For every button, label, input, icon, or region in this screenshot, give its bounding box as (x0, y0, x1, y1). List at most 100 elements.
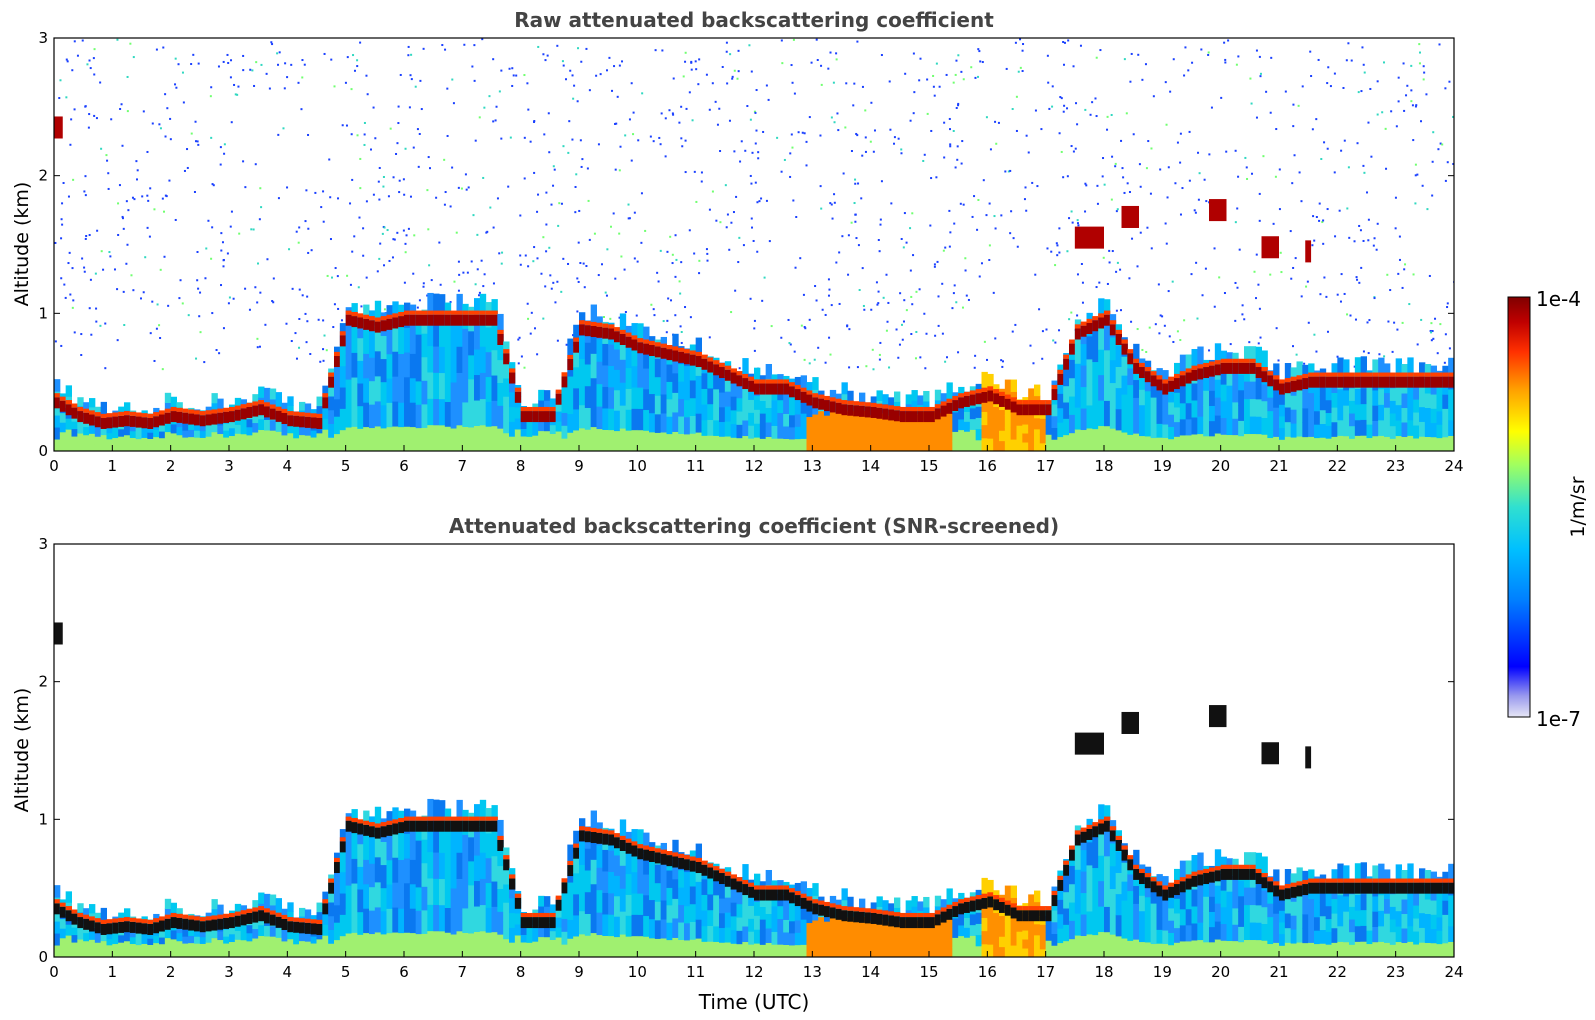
aerosol-cell (643, 409, 650, 431)
aerosol-cell (351, 377, 358, 403)
aerosol-cell (89, 433, 96, 443)
cloud-edge-cell (182, 914, 189, 919)
cloud-edge-cell (911, 912, 918, 918)
aerosol-cell (299, 442, 306, 451)
noise-speckle (1452, 115, 1454, 118)
aerosol-cell (929, 927, 936, 936)
cloud-edge-cell (958, 393, 965, 398)
aerosol-cell (713, 388, 720, 405)
aerosol-cell (602, 892, 609, 915)
aerosol-cell (818, 916, 825, 928)
cloud-base-cell (1360, 376, 1367, 388)
aerosol-cell (176, 402, 183, 411)
aerosol-cell (975, 945, 982, 957)
aerosol-cell (619, 842, 627, 866)
aerosol-cell (328, 382, 335, 397)
noise-speckle (1265, 90, 1268, 93)
noise-speckle (307, 251, 310, 254)
noise-speckle (204, 277, 207, 280)
aerosol-cell (1022, 415, 1029, 425)
aerosol-cell (1279, 415, 1286, 429)
cloud-edge-cell (538, 406, 545, 412)
aerosol-cell (503, 432, 510, 451)
aerosol-cell (345, 403, 352, 428)
cloud-edge-cell (864, 908, 872, 913)
aerosol-cell (829, 936, 837, 948)
aerosol-cell (299, 907, 306, 917)
cloud-base-cell (579, 830, 586, 842)
aerosol-cell (614, 410, 621, 432)
aerosol-cell (631, 829, 638, 851)
cloud-base-cell (1308, 376, 1315, 388)
noise-speckle (1410, 100, 1413, 103)
noise-speckle (925, 332, 928, 335)
noise-speckle (554, 301, 557, 304)
cloud-base-cell (678, 351, 685, 363)
cloud-edge-cell (1185, 368, 1192, 373)
aerosol-cell (71, 927, 78, 936)
noise-speckle (753, 110, 756, 113)
noise-speckle (1099, 49, 1102, 52)
noise-speckle (407, 227, 410, 230)
aerosol-cell (258, 892, 265, 904)
aerosol-cell (1401, 393, 1408, 409)
aerosol-cell (479, 852, 487, 879)
aerosol-cell (497, 359, 504, 383)
aerosol-cell (724, 927, 732, 943)
cloud-edge-cell (450, 816, 457, 821)
noise-speckle (749, 297, 752, 300)
noise-speckle (1236, 286, 1239, 289)
aerosol-cell (234, 903, 242, 914)
aerosol-cell (789, 426, 796, 440)
cloud-base-cell (316, 417, 323, 429)
noise-speckle (994, 120, 997, 123)
aerosol-cell (1045, 923, 1052, 933)
noise-speckle (478, 291, 481, 294)
aerosol-cell (864, 426, 872, 436)
aerosol-cell (1214, 433, 1222, 451)
cloud-edge-cell (1156, 375, 1163, 380)
noise-speckle (1203, 178, 1206, 181)
aerosol-cell (789, 932, 796, 946)
cloud-base-cell (987, 896, 994, 908)
noise-speckle (1410, 64, 1413, 67)
cloud-base-cell (229, 411, 236, 423)
cloud-base-cell (1010, 907, 1017, 919)
aerosol-cell (899, 942, 907, 951)
noise-speckle (1360, 90, 1363, 93)
aerosol-cell (730, 396, 737, 411)
cloud-base-cell (398, 822, 405, 834)
cloud-base-cell (649, 850, 656, 863)
aerosol-cell (491, 400, 498, 427)
cloud-base-cell (1004, 904, 1012, 916)
noise-speckle (853, 202, 856, 205)
noise-speckle (277, 197, 280, 200)
cloud-base-cell (514, 897, 522, 909)
noise-speckle (492, 58, 495, 61)
noise-speckle (196, 140, 199, 143)
aerosol-cell (1378, 435, 1385, 451)
cloud-edge-cell (380, 822, 387, 827)
noise-speckle (234, 93, 237, 96)
noise-speckle (417, 165, 420, 168)
aerosol-cell (357, 889, 364, 913)
aerosol-cell (888, 948, 895, 957)
noise-speckle (780, 170, 783, 173)
aerosol-cell (969, 407, 977, 420)
noise-speckle (1220, 96, 1223, 99)
noise-speckle (1444, 87, 1447, 90)
cloud-edge-cell (765, 885, 772, 890)
cloud-edge-cell (602, 829, 609, 834)
noise-speckle (705, 73, 708, 76)
aerosol-cell (754, 367, 761, 383)
aerosol-cell (439, 320, 446, 347)
cloud-base-cell (742, 378, 749, 390)
noise-speckle (233, 83, 236, 86)
aerosol-cell (730, 382, 737, 397)
cloud-edge-cell (1319, 372, 1327, 377)
aerosol-cell (275, 421, 282, 432)
cloud-edge-cell (1261, 367, 1268, 372)
noise-speckle (694, 60, 697, 63)
aerosol-cell (707, 893, 714, 911)
noise-speckle (90, 333, 93, 336)
